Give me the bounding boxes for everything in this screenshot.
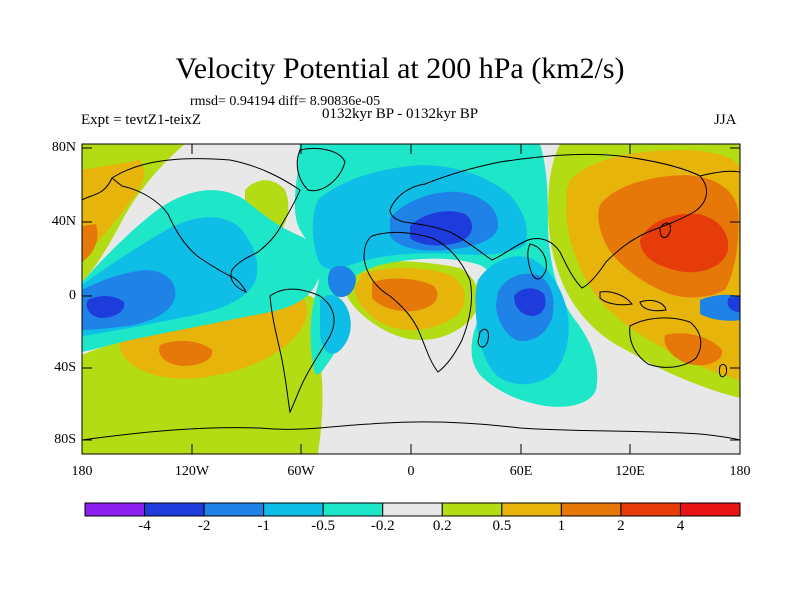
y-tick-label: 80N [51,140,76,155]
colorbar-label: -4 [138,518,151,534]
colorbar-swatch [263,502,324,517]
period-label: 0132kyr BP - 0132kyr BP [322,106,479,122]
x-tick-label: 180 [729,464,751,479]
colorbar-swatch [501,502,562,517]
x-tick-label: 180 [71,464,93,479]
colorbar-swatch [560,502,622,517]
colorbar [84,502,741,517]
colorbar-label: 1 [557,518,566,534]
colorbar-swatch [679,502,741,517]
field-darkorange-north-pacific [82,224,98,262]
x-tick-label: 120E [615,464,645,479]
field-darkblue-indian-ocean [514,288,546,316]
field-darkblue-eurasia [410,211,473,246]
axis-ticks [81,144,741,454]
colorbar-label: -2 [197,518,211,534]
colorbar-label: -0.5 [311,518,336,534]
x-tick-label: 60W [287,464,315,479]
stats-label: rmsd= 0.94194 diff= 8.90836e-05 [190,94,381,109]
colorbar-label: -1 [257,518,270,534]
field-darkblue-edge [727,296,740,312]
y-tick-label: 80S [54,432,76,447]
x-tick-label: 120W [174,464,210,479]
field-orange-north-pacific-w [82,160,145,258]
colorbar-swatch [620,502,681,517]
colorbar-swatch [144,502,205,517]
field-darkorange-africa [372,278,438,312]
season-label: JJA [714,112,737,128]
colorbar-swatch [441,502,503,517]
colorbar-label: 0.2 [432,518,452,534]
x-tick-label: 0 [407,464,415,479]
colorbar-swatch [203,502,265,517]
coastlines [82,148,740,441]
colorbar-swatch [322,502,384,517]
y-tick-label: 40N [51,214,76,229]
y-tick-label: 0 [69,288,76,303]
map-title: Velocity Potential at 200 hPa (km2/s) [175,52,625,85]
colorbar-label: 0.5 [492,518,512,534]
field-darkblue-pacific [86,296,125,318]
colorbar-swatch [382,502,443,517]
field-darkorange-australia [664,333,723,366]
y-tick-label: 40S [54,360,76,375]
colorbar-label: -0.2 [370,518,395,534]
colorbar-label: 4 [676,518,685,534]
x-tick-label: 60E [509,464,533,479]
field-redorange-asia [640,213,729,273]
colorbar-swatch [84,502,146,517]
colorbar-label: 2 [617,518,625,534]
field-blue-east-pacific [328,265,356,298]
field-darkorange-south-pacific [159,340,213,366]
experiment-label: Expt = tevtZ1-teixZ [81,112,202,128]
